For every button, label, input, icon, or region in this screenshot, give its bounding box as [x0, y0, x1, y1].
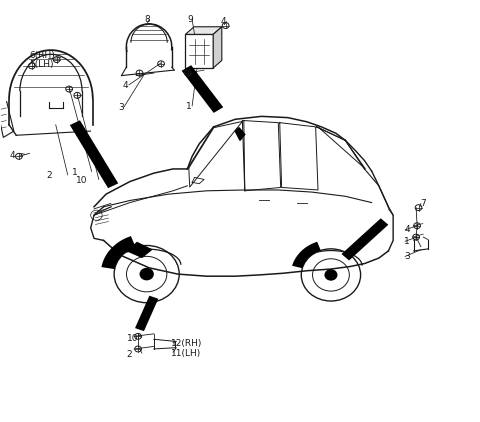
Polygon shape — [292, 242, 321, 268]
Text: 5(LH): 5(LH) — [29, 60, 54, 69]
Text: 1: 1 — [72, 168, 77, 177]
Circle shape — [324, 269, 337, 281]
Text: 4: 4 — [404, 225, 410, 235]
Polygon shape — [185, 27, 222, 34]
Text: 2: 2 — [46, 171, 52, 180]
Text: 1: 1 — [186, 102, 192, 111]
Text: 6(RH): 6(RH) — [29, 51, 55, 60]
Text: 4: 4 — [221, 17, 227, 26]
Circle shape — [140, 268, 154, 280]
Polygon shape — [235, 128, 245, 141]
Polygon shape — [128, 243, 152, 257]
Text: 7: 7 — [420, 199, 426, 208]
Polygon shape — [135, 296, 158, 331]
Text: 4: 4 — [9, 151, 15, 160]
Polygon shape — [181, 65, 223, 113]
Text: 9: 9 — [187, 15, 193, 24]
Polygon shape — [213, 27, 222, 68]
Text: 10: 10 — [127, 333, 138, 343]
Polygon shape — [101, 236, 135, 269]
Text: 3: 3 — [404, 252, 410, 261]
Text: 3: 3 — [118, 103, 124, 112]
Polygon shape — [341, 218, 388, 260]
Text: 2: 2 — [127, 349, 132, 359]
Text: 1: 1 — [404, 237, 410, 246]
Text: 8: 8 — [144, 15, 150, 24]
Text: 12(RH): 12(RH) — [170, 339, 202, 348]
Text: 11(LH): 11(LH) — [170, 349, 201, 358]
Polygon shape — [70, 120, 118, 188]
Text: 10: 10 — [76, 176, 87, 185]
Polygon shape — [185, 34, 213, 68]
Text: 4: 4 — [123, 81, 128, 90]
